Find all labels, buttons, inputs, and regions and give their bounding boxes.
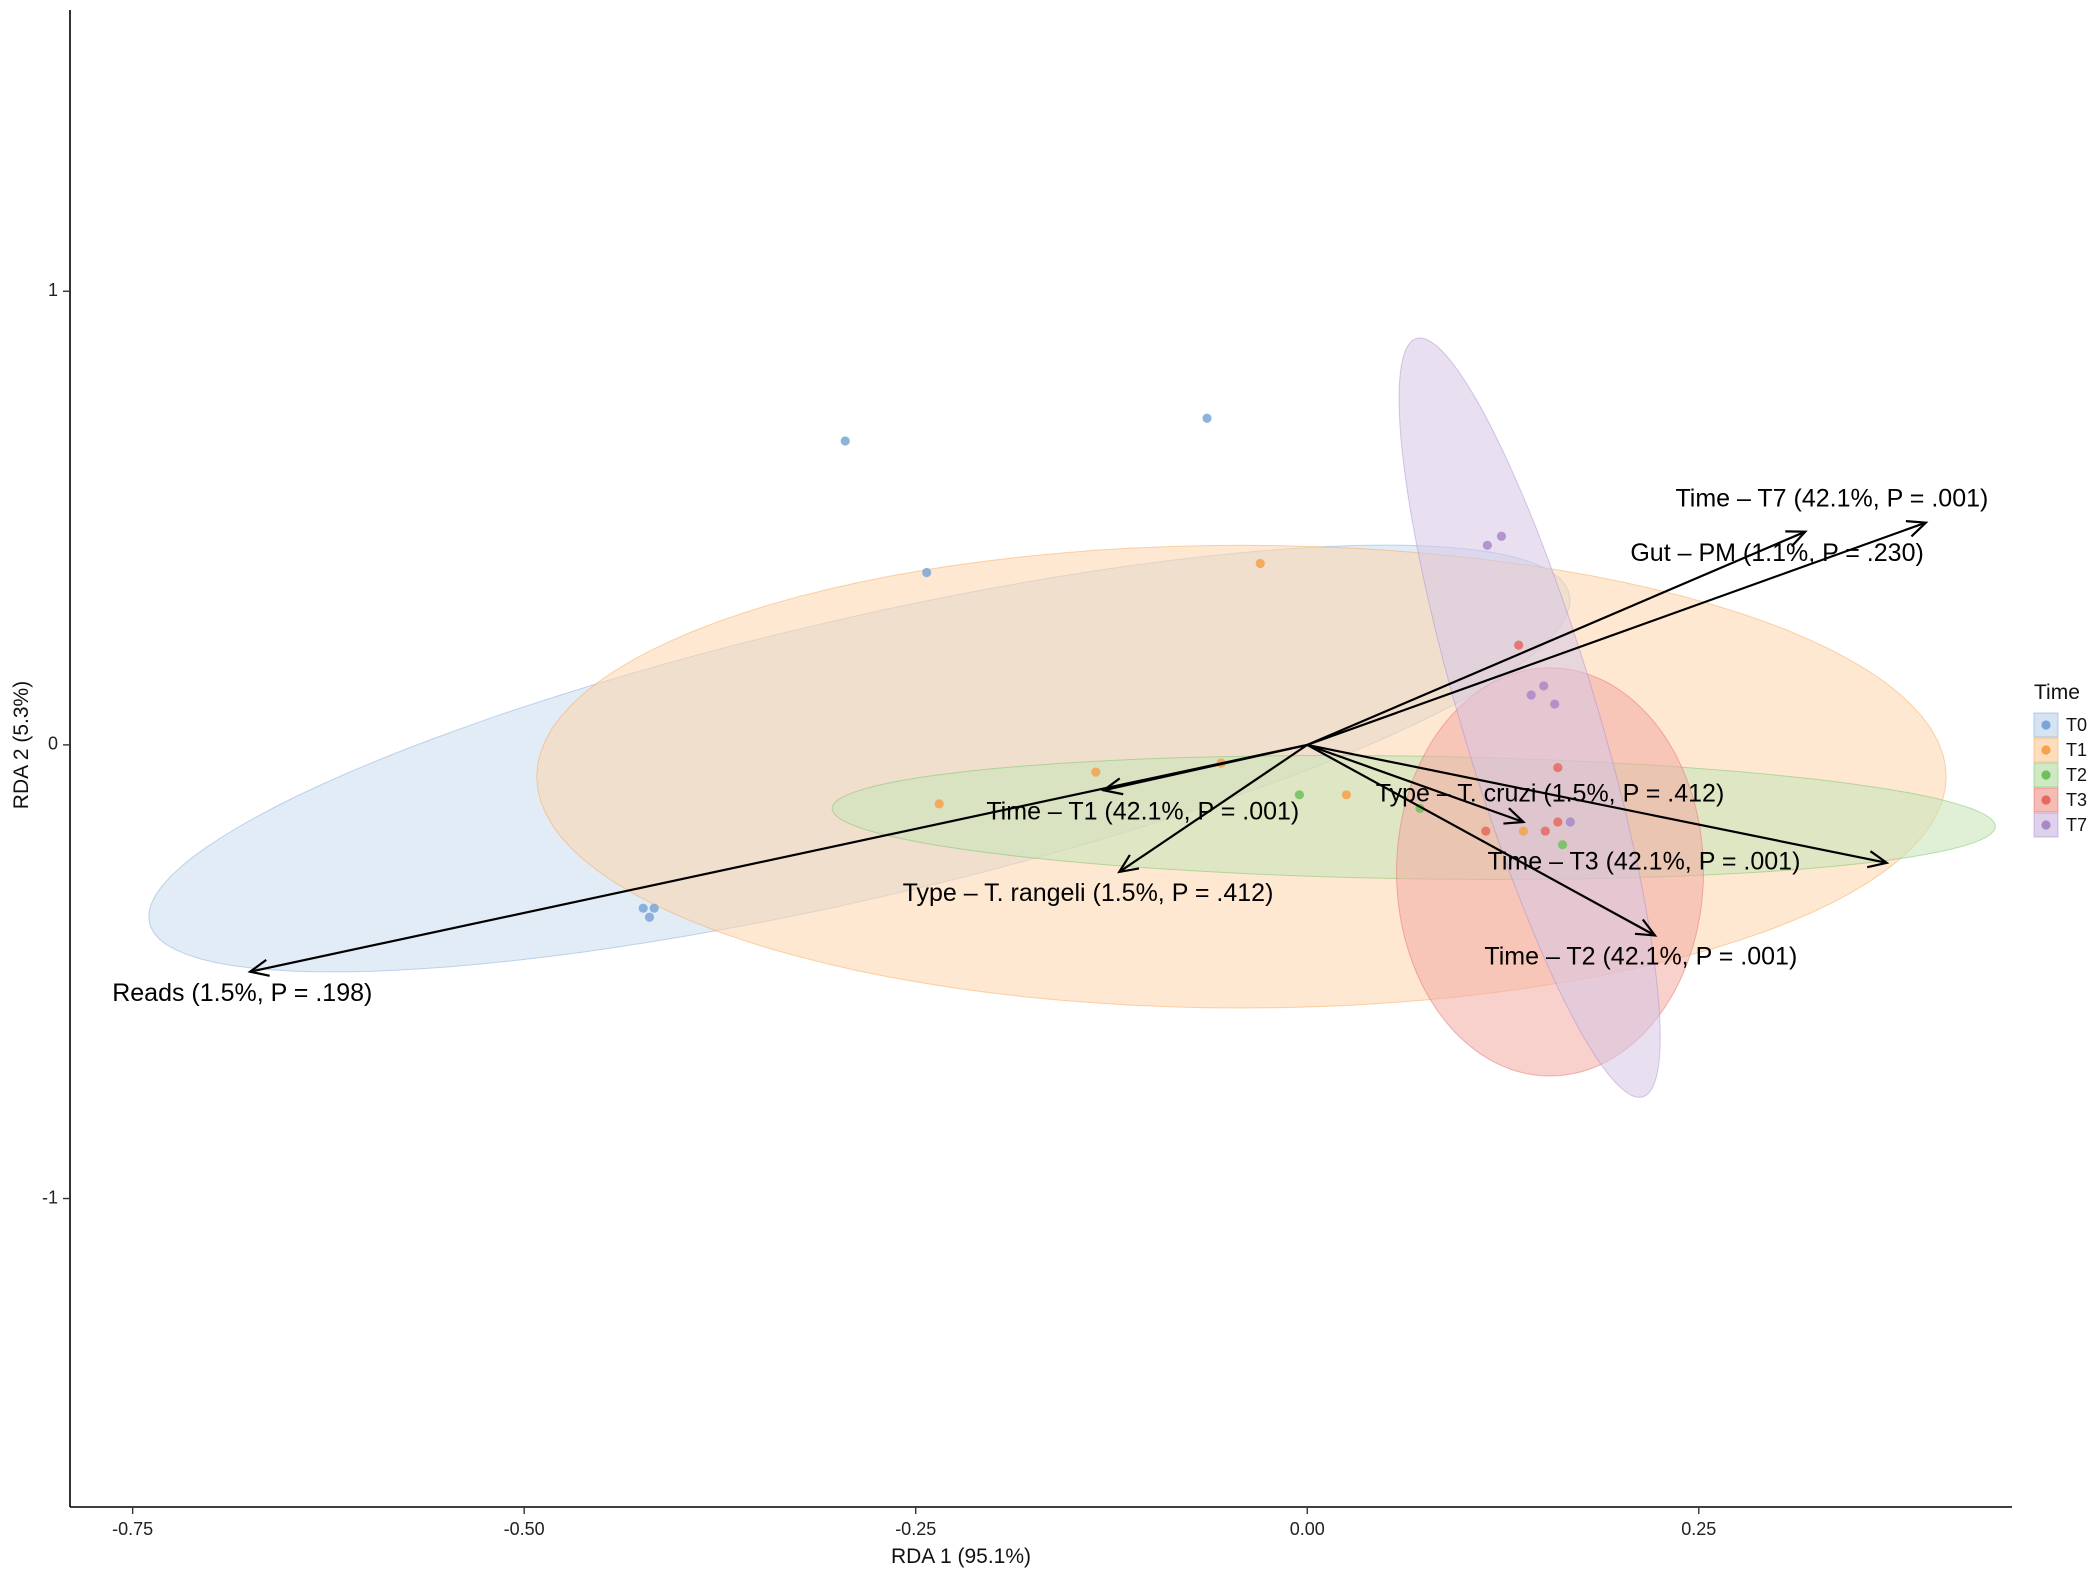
point-t7-4: [1539, 681, 1549, 691]
ellipse-t7: [1398, 337, 1661, 1098]
arrow-label: Type – T. rangeli (1.5%, P = .412): [903, 879, 1274, 907]
arrow-shaft: [1306, 743, 1524, 824]
point-t3-4: [1481, 826, 1491, 836]
arrow-label: Time – T1 (42.1%, P = .001): [986, 798, 1299, 826]
arrow-head: [1866, 850, 1890, 869]
point-t3-1: [1514, 640, 1524, 650]
legend-label: T0: [2066, 715, 2087, 735]
arrow-head: [1905, 520, 1929, 538]
legend-dot: [2041, 795, 2051, 805]
axes-layer: -0.75 -0.50 -0.25 0.00 0.25 1 0 -1 RDA 1 (95.1%)…: [10, 10, 2012, 1568]
legend-dot: [2041, 770, 2051, 780]
point-t7-5: [1550, 699, 1560, 709]
biplot-arrow-5: Time – T3 (42.1%, P = .001): [1307, 743, 1890, 875]
y-axis-title: RDA 2 (5.3%): [10, 681, 33, 809]
arrow-head: [1117, 854, 1140, 874]
x-tick-label: 0.25: [1681, 1519, 1716, 1539]
arrow-shaft: [1118, 743, 1308, 873]
point-t3-5: [1553, 817, 1563, 827]
y-tick-label: 1: [48, 280, 58, 300]
point-t3-3: [1553, 762, 1563, 773]
legend-label: T3: [2066, 790, 2087, 810]
arrow-label: Gut – PM (1.1%, P = .230): [1630, 539, 1923, 567]
y-tick-label: -1: [42, 1187, 58, 1207]
legend-key: [2033, 812, 2059, 838]
point-t3-2: [1540, 826, 1550, 836]
x-tick-label: 0.00: [1290, 1519, 1325, 1539]
arrow-label: Time – T2 (42.1%, P = .001): [1484, 943, 1797, 971]
arrow-shaft: [1306, 521, 1927, 746]
legend-dot: [2041, 820, 2051, 830]
legend-item-t1: T1: [2033, 737, 2087, 763]
point-t0-2: [1202, 413, 1212, 423]
legend-label: T7: [2066, 815, 2087, 835]
arrow-head: [1101, 777, 1124, 796]
legend-item-t0: T0: [2033, 712, 2087, 738]
arrow-shaft: [249, 743, 1308, 973]
arrows-layer: Time – T7 (42.1%, P = .001) Gut – PM (1.1…: [112, 485, 1988, 1007]
y-tick-label: 0: [48, 734, 58, 754]
point-t0-6: [644, 912, 655, 922]
legend-dot: [2041, 720, 2051, 730]
point-t2-3: [1557, 840, 1568, 850]
biplot-arrow-8: Reads (1.5%, P = .198): [112, 743, 1308, 1007]
point-t1-5: [1341, 790, 1351, 800]
legend-key: [2033, 712, 2059, 738]
point-t7-6: [1565, 817, 1575, 827]
point-t2-1: [1294, 790, 1305, 800]
legend-item-t3: T3: [2033, 787, 2087, 813]
x-tick-label: -0.25: [895, 1519, 936, 1539]
arrow-head: [247, 959, 270, 977]
arrow-head: [1634, 918, 1658, 937]
biplot-arrow-1: Time – T7 (42.1%, P = .001): [1306, 485, 1988, 746]
x-tick-label: -0.50: [504, 1519, 545, 1539]
point-t7-2: [1496, 531, 1507, 541]
arrow-label: Time – T7 (42.1%, P = .001): [1675, 485, 1988, 513]
point-t1-6: [1518, 826, 1528, 836]
biplot-arrow-7: Time – T2 (42.1%, P = .001): [1306, 743, 1797, 971]
arrow-shaft: [1306, 530, 1806, 746]
arrow-label: Time – T3 (42.1%, P = .001): [1488, 847, 1801, 875]
point-t1-1: [1255, 558, 1265, 569]
legend-item-t2: T2: [2033, 762, 2087, 788]
point-t0-4: [638, 903, 648, 913]
arrow-head: [1785, 530, 1808, 548]
arrow-shaft: [1306, 743, 1656, 937]
point-t1-2: [934, 799, 944, 809]
x-tick-label: -0.75: [112, 1519, 153, 1539]
arrow-head: [1503, 807, 1526, 825]
ellipses-layer: [148, 337, 1996, 1098]
point-t1-3: [1091, 767, 1101, 777]
legend-label: T2: [2066, 765, 2087, 785]
biplot-arrow-2: Gut – PM (1.1%, P = .230): [1306, 520, 1929, 746]
biplot-arrow-6: Type – T. rangeli (1.5%, P = .412): [903, 743, 1308, 907]
point-t0-5: [649, 903, 659, 913]
legend-title: Time: [2034, 681, 2080, 704]
legend-label: T1: [2066, 740, 2087, 760]
legend: Time T0 T1 T2 T3 T7: [2033, 681, 2087, 838]
arrow-label: Reads (1.5%, P = .198): [112, 979, 372, 1007]
points-layer: [638, 413, 1575, 922]
legend-item-t7: T7: [2033, 812, 2087, 838]
point-t7-3: [1526, 690, 1536, 700]
point-t7-1: [1482, 540, 1492, 550]
point-t0-1: [840, 436, 850, 446]
legend-dot: [2041, 745, 2051, 755]
arrow-shaft: [1307, 743, 1887, 864]
point-t0-3: [922, 567, 932, 578]
x-axis-title: RDA 1 (95.1%): [891, 1545, 1031, 1568]
